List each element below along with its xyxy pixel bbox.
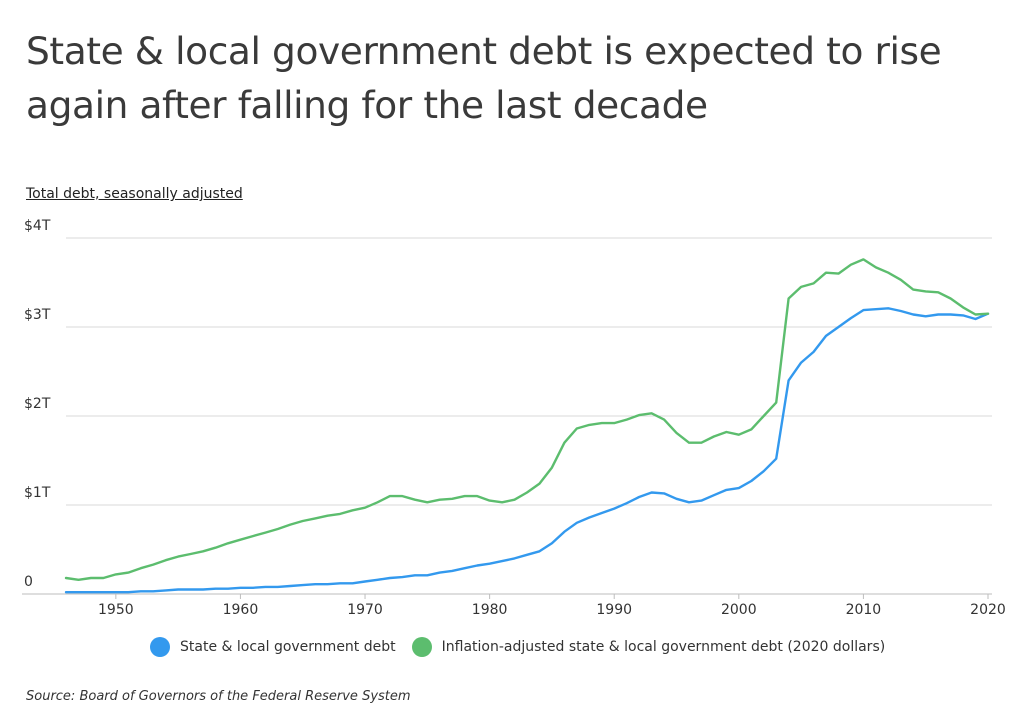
- source-note: Source: Board of Governors of the Federa…: [26, 689, 411, 704]
- x-tick-label: 1980: [472, 602, 508, 618]
- x-tick-label: 1970: [347, 602, 383, 618]
- x-tick-label: 1950: [98, 602, 134, 618]
- y-axis-ticks: 0 $1T $2T $3T $4T: [24, 218, 51, 590]
- y-tick-label: $2T: [24, 396, 51, 412]
- x-tick-label: 1990: [596, 602, 632, 618]
- series-line-2: [64, 258, 990, 581]
- x-tick-label: 2020: [970, 602, 1006, 618]
- legend-swatch-green: [411, 637, 432, 657]
- legend-label-series-2: Inflation-adjusted state & local governm…: [441, 639, 886, 655]
- y-tick-label: $3T: [24, 307, 51, 323]
- legend-swatch-blue: [150, 637, 170, 657]
- x-tick-label: 1960: [223, 602, 259, 618]
- x-tick-label: 2010: [846, 602, 882, 618]
- legend-label-series-1: State & local government debt: [180, 639, 396, 655]
- x-axis-ticks: 1950 1960 1970 1980 1990 2000 2010 2020: [98, 594, 1006, 618]
- y-axis-label: Total debt, seasonally adjusted: [26, 186, 243, 202]
- legend-item-series-1: State & local government debt: [150, 637, 396, 657]
- series-lines: [64, 258, 990, 594]
- y-tick-label: 0: [24, 574, 33, 590]
- y-tick-label: $4T: [24, 218, 51, 234]
- legend: State & local government debt Inflation-…: [150, 637, 901, 657]
- chart-title: State & local government debt is expecte…: [26, 29, 942, 127]
- legend-item-series-2: Inflation-adjusted state & local governm…: [411, 637, 886, 657]
- y-tick-label: $1T: [24, 485, 51, 501]
- x-tick-label: 2000: [721, 602, 757, 618]
- gridlines: [22, 237, 992, 595]
- series-line-1: [64, 307, 990, 594]
